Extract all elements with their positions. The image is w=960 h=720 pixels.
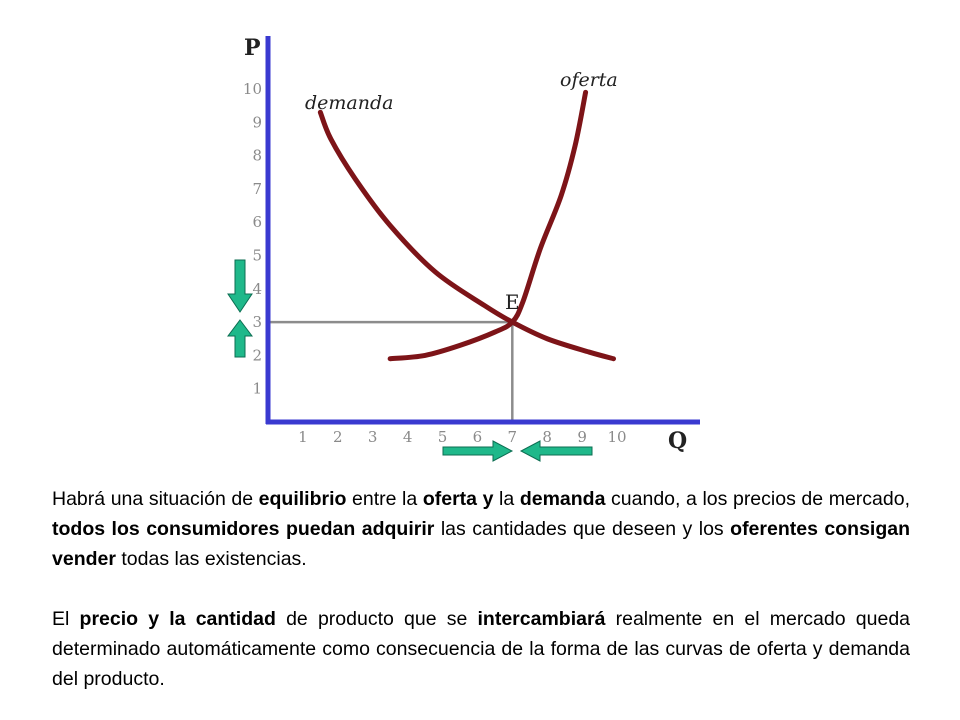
y-tick-label: 6 xyxy=(252,213,262,231)
y-tick-label: 9 xyxy=(252,113,262,131)
x-tick-label: 9 xyxy=(577,428,587,446)
arrow-up-icon xyxy=(227,319,253,358)
paragraph-price-quantity: El precio y la cantidad de producto que … xyxy=(52,604,910,694)
y-tick-label: 8 xyxy=(252,147,262,165)
p2-segment: intercambiará xyxy=(477,608,606,630)
p1-segment: demanda xyxy=(519,488,606,510)
p2-segment: de producto que se xyxy=(275,608,478,630)
x-tick-label: 10 xyxy=(607,428,626,446)
arrow-right-icon xyxy=(442,440,514,462)
p1-segment: todas las existencias. xyxy=(115,548,307,570)
y-tick-label: 5 xyxy=(252,247,262,265)
oferta-label: oferta xyxy=(560,69,618,91)
axes xyxy=(265,36,700,425)
p2-segment: precio y la cantidad xyxy=(79,608,276,630)
curves xyxy=(317,89,617,362)
p1-segment: equilibrio xyxy=(258,488,347,510)
x-axis-label: Q xyxy=(668,428,687,454)
x-tick-label: 3 xyxy=(368,428,378,446)
p1-segment: la xyxy=(493,488,520,510)
x-tick-label: 1 xyxy=(298,428,308,446)
p2-segment: realmente en el mercado queda determinad… xyxy=(52,608,911,690)
oferta-curve xyxy=(387,89,589,362)
p1-segment: oferentes consigan vender xyxy=(52,518,911,570)
y-tick-label: 10 xyxy=(243,80,262,98)
y-tick-label: 1 xyxy=(252,380,262,398)
p2-segment: El xyxy=(52,608,80,630)
x-tick-label: 6 xyxy=(473,428,483,446)
x-tick-label: 8 xyxy=(542,428,552,446)
paragraph-equilibrium-definition: Habrá una situación de equilibrio entre … xyxy=(52,484,910,574)
p1-segment: las cantidades que deseen y los xyxy=(434,518,731,540)
y-tick-label: 7 xyxy=(252,180,262,198)
y-tick-label: 3 xyxy=(252,313,262,331)
y-axis-label: P xyxy=(244,35,261,61)
tick-labels: 1 2 3 4 5 6 7 8 9 10 1 2 3 4 5 6 7 8 9 10 xyxy=(243,80,627,446)
p1-segment: entre la xyxy=(346,488,423,510)
p1-segment: oferta y xyxy=(422,488,494,510)
p1-segment: Habrá una situación de xyxy=(52,488,259,510)
equilibrium-reference-lines xyxy=(268,320,514,422)
demanda-curve xyxy=(317,109,617,362)
x-tick-label: 5 xyxy=(438,428,448,446)
equilibrium-label: E xyxy=(505,290,520,314)
y-tick-label: 2 xyxy=(252,346,262,364)
x-tick-label: 4 xyxy=(403,428,413,446)
x-tick-label: 7 xyxy=(508,428,518,446)
x-tick-label: 2 xyxy=(333,428,343,446)
y-tick-label: 4 xyxy=(252,280,262,298)
arrow-down-icon xyxy=(227,259,253,313)
arrow-left-icon xyxy=(519,440,593,462)
p1-segment: cuando, a los precios de mercado, xyxy=(605,488,910,510)
adjustment-arrows xyxy=(227,259,593,462)
demanda-label: demanda xyxy=(305,92,393,114)
p1-segment: todos los consumidores puedan adquirir xyxy=(52,518,435,540)
